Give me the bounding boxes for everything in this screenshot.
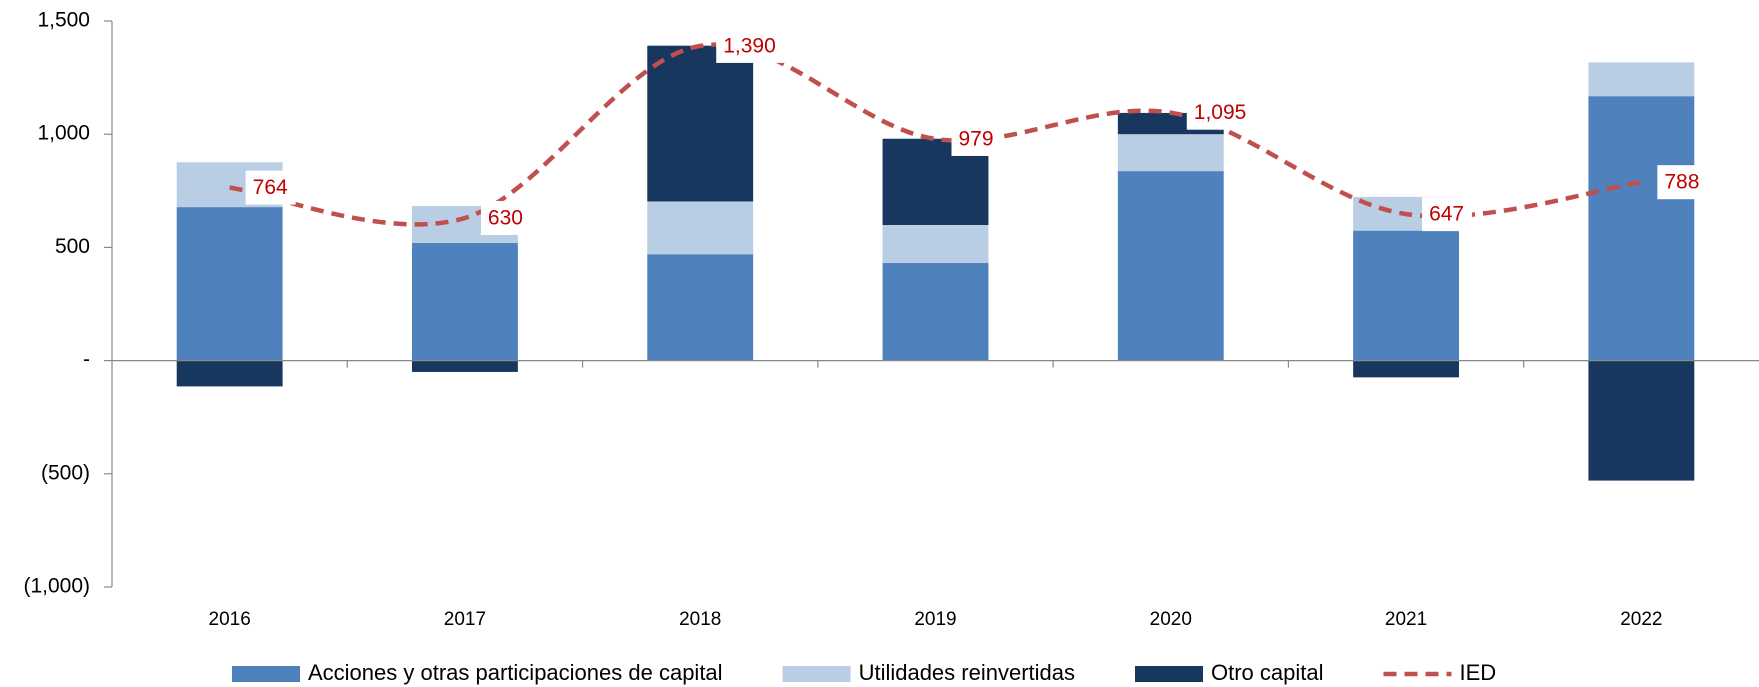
bar [1117,171,1224,361]
x-tick-label: 2020 [1150,609,1192,630]
bar [1353,230,1460,361]
bar [882,263,989,361]
legend-swatch [782,666,851,682]
legend-label: Acciones y otras participaciones de capi… [308,660,723,685]
line [229,42,1642,227]
bar [1588,62,1695,97]
data-label: 1,095 [1194,101,1247,124]
data-label-box [716,28,791,63]
bar [1117,134,1224,172]
data-label: 630 [488,207,523,230]
bar [176,360,283,387]
bar [411,360,518,372]
data-label: 788 [1664,171,1699,194]
data-label-box [480,200,531,235]
data-label: 764 [253,176,288,199]
data-label-box [245,170,296,205]
x-tick-label: 2017 [444,609,486,630]
x-tick-label: 2018 [679,609,721,630]
data-label: 979 [959,128,994,151]
data-label-box [1422,197,1473,232]
x-tick-label: 2019 [914,609,956,630]
legend-label: Otro capital [1211,660,1324,685]
bar [1353,360,1460,378]
bar [882,224,989,264]
y-tick-label: 1,500 [37,9,90,32]
y-tick-label: (1,000) [23,575,90,598]
bar [1588,96,1695,361]
y-tick-label: 1,000 [37,122,90,145]
bar [647,45,754,202]
bar [647,201,754,255]
legend-swatch [232,666,300,682]
x-tick-label: 2022 [1620,609,1662,630]
data-label: 1,390 [723,34,776,57]
x-tick-label: 2016 [209,609,251,630]
bar [411,242,518,361]
bar [1588,360,1695,481]
bar [647,254,754,361]
x-tick-label: 2021 [1385,609,1427,630]
data-label-box [951,121,1002,156]
legend-label: IED [1460,660,1497,685]
y-tick-label: 500 [55,235,90,258]
data-label-box [1657,165,1708,200]
data-label-box [1186,95,1261,130]
legend-swatch [1135,666,1203,682]
y-tick-label: (500) [41,461,90,484]
data-label: 647 [1429,203,1464,226]
legend-label: Utilidades reinvertidas [859,660,1075,685]
y-tick-label: - [83,348,90,371]
bar [176,207,283,361]
